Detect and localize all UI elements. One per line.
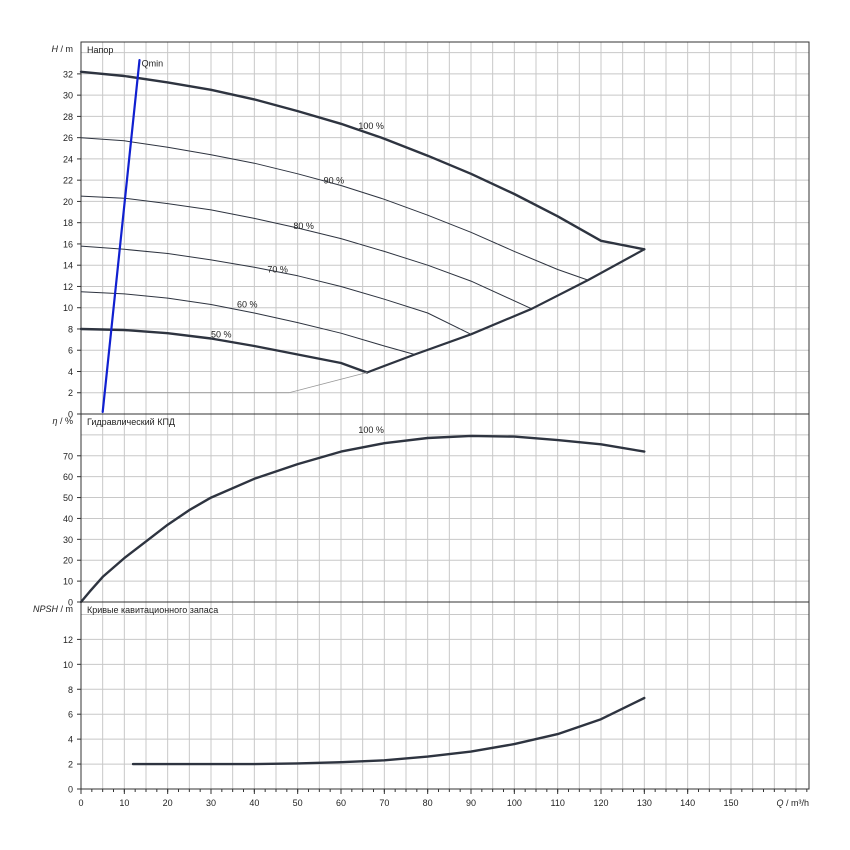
panel-frame (80, 601, 810, 790)
y-tick-label: 0 (68, 410, 73, 420)
y-tick-label: 8 (68, 324, 73, 334)
y-tick-label: 0 (68, 785, 73, 795)
x-tick-label: 20 (163, 798, 173, 808)
x-tick-label: 50 (293, 798, 303, 808)
y-tick-label: 10 (63, 660, 73, 670)
x-tick-label: 80 (423, 798, 433, 808)
curve-label: 100 % (358, 121, 384, 131)
x-tick-label: 30 (206, 798, 216, 808)
y-axis-label: η / % (52, 416, 73, 426)
curve-label: 60 % (237, 300, 258, 310)
speed-curve (79, 70, 646, 251)
curve-label: 80 % (293, 221, 314, 231)
panel-frame (80, 413, 810, 603)
speed-curve (79, 327, 369, 374)
x-tick-label: 10 (119, 798, 129, 808)
y-axis-label: NPSH / m (33, 604, 73, 614)
efficiency-curve (79, 434, 646, 604)
min-flow-line (102, 372, 368, 394)
speed-curve (80, 137, 589, 281)
y-tick-label: 70 (63, 451, 73, 461)
y-tick-label: 4 (68, 367, 73, 377)
boundary-curve (365, 248, 646, 374)
speed-curve (80, 291, 416, 355)
y-tick-label: 2 (68, 388, 73, 398)
y-tick-label: 20 (63, 197, 73, 207)
y-tick-label: 4 (68, 735, 73, 745)
y-tick-label: 32 (63, 69, 73, 79)
x-tick-label: 140 (680, 798, 695, 808)
y-tick-label: 12 (63, 282, 73, 292)
speed-curve (80, 245, 472, 335)
y-tick-label: 2 (68, 760, 73, 770)
x-tick-label: 0 (78, 798, 83, 808)
curve-label: 90 % (324, 175, 345, 185)
x-tick-label: 70 (379, 798, 389, 808)
y-tick-label: 22 (63, 176, 73, 186)
x-tick-label: 90 (466, 798, 476, 808)
y-tick-label: 8 (68, 685, 73, 695)
y-tick-label: 26 (63, 133, 73, 143)
y-tick-label: 16 (63, 239, 73, 249)
y-tick-label: 10 (63, 577, 73, 587)
panel-title: Напор (87, 45, 113, 55)
x-tick-label: 100 (507, 798, 522, 808)
y-tick-label: 14 (63, 261, 73, 271)
qmin-line (101, 58, 141, 413)
speed-curve (80, 195, 533, 310)
y-tick-label: 24 (63, 154, 73, 164)
y-tick-label: 20 (63, 556, 73, 566)
y-axis-label: H / m (52, 44, 74, 54)
panel-title: Гидравлический КПД (87, 417, 175, 427)
y-tick-label: 0 (68, 598, 73, 608)
y-tick-label: 30 (63, 535, 73, 545)
panel-frame (80, 41, 810, 415)
y-tick-label: 6 (68, 346, 73, 356)
x-tick-label: 110 (550, 798, 564, 808)
npsh-curve (131, 696, 646, 766)
curve-label: 70 % (267, 265, 288, 275)
y-tick-label: 6 (68, 710, 73, 720)
x-axis-label: Q / m³/h (776, 798, 809, 808)
x-tick-label: 150 (723, 798, 738, 808)
y-tick-label: 60 (63, 472, 73, 482)
y-tick-label: 10 (63, 303, 73, 313)
y-tick-label: 18 (63, 218, 73, 228)
x-tick-label: 60 (336, 798, 346, 808)
panel-title: Кривые кавитационного запаса (87, 605, 218, 615)
x-tick-label: 120 (593, 798, 608, 808)
x-tick-label: 40 (249, 798, 259, 808)
y-tick-label: 50 (63, 493, 73, 503)
curve-label: 50 % (211, 329, 232, 339)
curve-label: Qmin (142, 58, 164, 68)
y-tick-label: 12 (63, 635, 73, 645)
curve-label: 100 % (358, 425, 384, 435)
y-tick-label: 40 (63, 514, 73, 524)
x-tick-label: 130 (637, 798, 652, 808)
y-tick-label: 28 (63, 112, 73, 122)
y-tick-label: 30 (63, 91, 73, 101)
